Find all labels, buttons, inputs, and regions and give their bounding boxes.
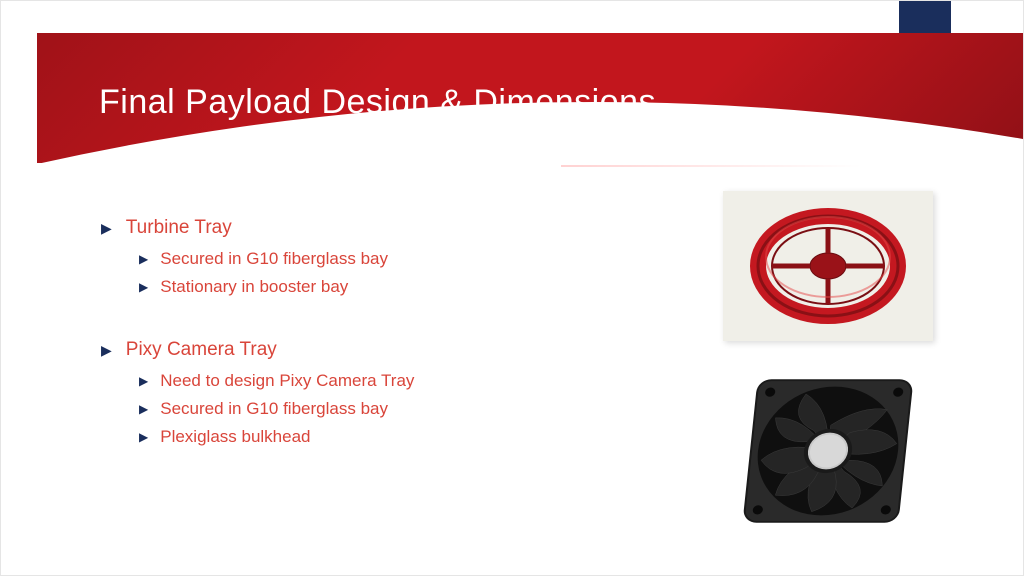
list-item-label: Turbine Tray: [126, 217, 232, 239]
list-subitem: ▶ Stationary in booster bay: [139, 277, 581, 297]
list-item-label: Pixy Camera Tray: [126, 339, 277, 361]
list-subitem-label: Need to design Pixy Camera Tray: [160, 371, 414, 391]
list-subitem: ▶ Secured in G10 fiberglass bay: [139, 249, 581, 269]
turbine-tray-image: [723, 191, 933, 341]
turbine-ring-icon: [743, 201, 913, 331]
bullet-arrow-icon: ▶: [101, 220, 112, 237]
bullet-list: ▶ Turbine Tray ▶ Secured in G10 fibergla…: [101, 211, 581, 455]
bullet-arrow-icon: ▶: [139, 430, 148, 444]
list-subitem-label: Secured in G10 fiberglass bay: [160, 399, 388, 419]
list-subitem: ▶ Plexiglass bulkhead: [139, 427, 581, 447]
title-banner: Final Payload Design & Dimensions: [37, 33, 1023, 163]
list-item: ▶ Pixy Camera Tray: [101, 339, 581, 361]
bullet-arrow-icon: ▶: [139, 374, 148, 388]
list-subitem: ▶ Secured in G10 fiberglass bay: [139, 399, 581, 419]
accent-line: [561, 165, 861, 167]
fan-icon: [738, 366, 918, 536]
bullet-arrow-icon: ▶: [139, 402, 148, 416]
list-subitem-label: Plexiglass bulkhead: [160, 427, 310, 447]
bullet-arrow-icon: ▶: [101, 342, 112, 359]
list-subitem-label: Stationary in booster bay: [160, 277, 348, 297]
list-item: ▶ Turbine Tray: [101, 217, 581, 239]
bullet-arrow-icon: ▶: [139, 280, 148, 294]
cooling-fan-image: [733, 361, 923, 541]
bullet-arrow-icon: ▶: [139, 252, 148, 266]
list-subitem-label: Secured in G10 fiberglass bay: [160, 249, 388, 269]
list-subitem: ▶ Need to design Pixy Camera Tray: [139, 371, 581, 391]
slide-title: Final Payload Design & Dimensions: [99, 83, 656, 122]
